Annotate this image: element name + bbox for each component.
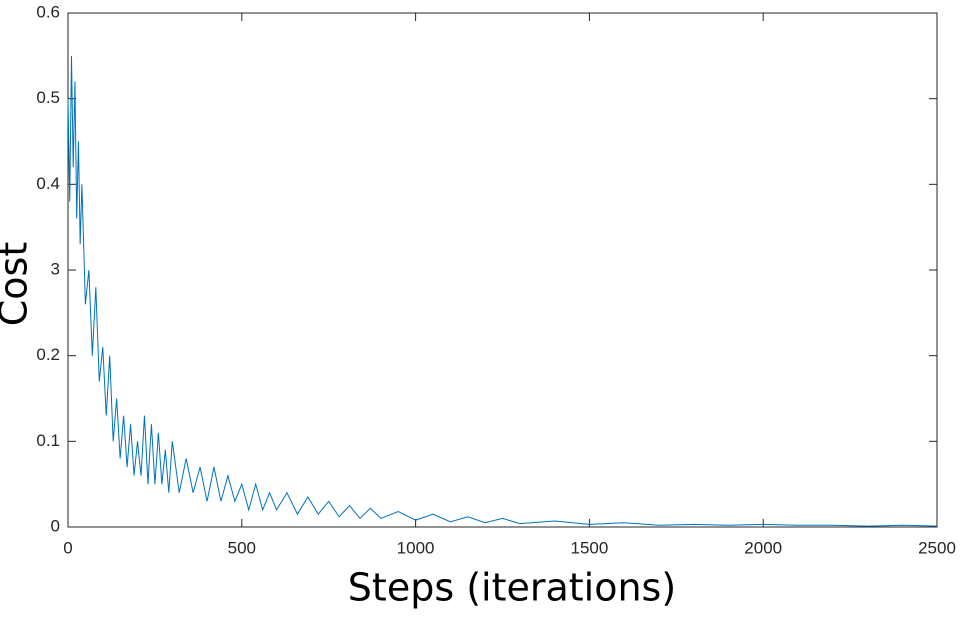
plot-frame bbox=[67, 12, 938, 528]
y-tick-label: 0.6 bbox=[36, 2, 60, 21]
x-tick-label: 0 bbox=[63, 538, 72, 557]
x-axis-label: Steps (iterations) bbox=[348, 566, 676, 610]
y-tick-label: 3 bbox=[51, 259, 60, 278]
y-axis-label: Cost bbox=[0, 242, 36, 326]
y-tick-label: 0.2 bbox=[36, 345, 60, 364]
data-line bbox=[67, 55, 938, 527]
x-tick-label: 500 bbox=[228, 538, 256, 557]
x-tick-label: 1500 bbox=[570, 538, 608, 557]
x-tick-label: 2500 bbox=[918, 538, 956, 557]
y-tick-label: 0 bbox=[51, 516, 60, 535]
y-tick-label: 0.1 bbox=[36, 431, 60, 450]
x-tick-label: 2000 bbox=[744, 538, 782, 557]
y-tick-label: 0.5 bbox=[36, 88, 60, 107]
x-tick-label: 1000 bbox=[397, 538, 435, 557]
y-tick-label: 0.4 bbox=[36, 174, 60, 193]
